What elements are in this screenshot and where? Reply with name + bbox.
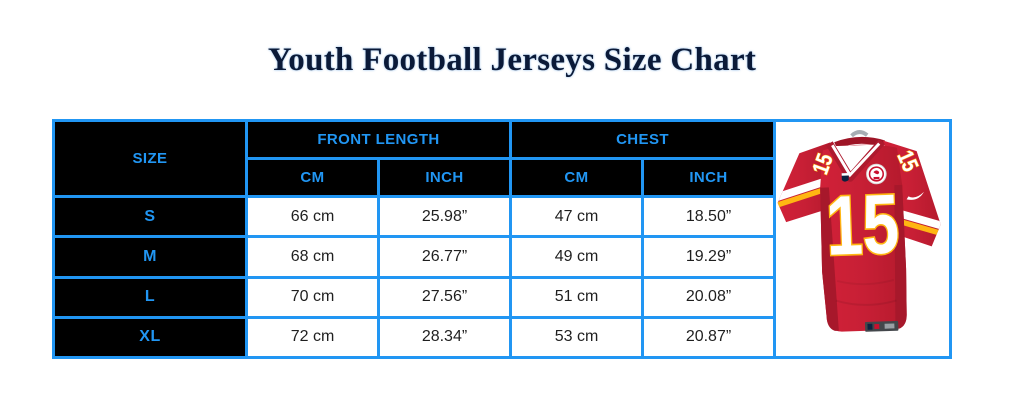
front-length-cm-value: 72 cm xyxy=(245,315,380,360)
jersey-chest-number: 15 xyxy=(824,177,900,273)
page-title: Youth Football Jerseys Size Chart xyxy=(267,42,757,78)
header-front-cm: CM xyxy=(245,157,380,199)
size-label: S xyxy=(52,195,248,239)
header-chest-cm: CM xyxy=(509,157,644,199)
chest-inch-value: 18.50” xyxy=(641,195,776,239)
chest-cm-value: 51 cm xyxy=(509,275,644,319)
back-collar xyxy=(833,136,885,149)
side-panel-left xyxy=(819,187,839,331)
chest-cm-value: 49 cm xyxy=(509,235,644,279)
header-front-inch: INCH xyxy=(377,157,512,199)
front-length-inch-value: 27.56” xyxy=(377,275,512,319)
table-row-xl: XL 72 cm 28.34” 53 cm 20.87” xyxy=(52,315,951,360)
size-label: XL xyxy=(52,315,248,360)
front-length-cm-value: 70 cm xyxy=(245,275,380,319)
nike-swoosh-icon xyxy=(906,191,924,200)
jersey-torso xyxy=(819,144,907,332)
table-header-row-units: CM INCH CM INCH xyxy=(54,157,951,199)
chest-cm-value: 53 cm xyxy=(509,315,644,360)
jersey-image-cell: 15 15 15 xyxy=(773,119,952,359)
nfl-shield-icon xyxy=(841,173,849,182)
front-length-inch-value: 28.34” xyxy=(377,315,512,360)
header-size: SIZE xyxy=(52,118,248,199)
front-length-cm-value: 68 cm xyxy=(245,235,380,279)
table-row-l: L 70 cm 27.56” 51 cm 20.08” xyxy=(52,275,951,319)
side-panel-right xyxy=(893,184,907,329)
size-label: M xyxy=(52,235,248,279)
chest-cm-value: 47 cm xyxy=(509,195,644,239)
size-label: L xyxy=(52,275,248,319)
header-chest-inch: INCH xyxy=(641,157,776,199)
chest-inch-value: 20.08” xyxy=(641,275,776,319)
jersey-image: 15 15 15 xyxy=(776,130,941,332)
chest-inch-value: 20.87” xyxy=(641,315,776,360)
size-chart-table: SIZE FRONT LENGTH CHEST xyxy=(52,118,952,360)
hanger-loop xyxy=(849,130,868,138)
table-row-m: M 68 cm 26.77” 49 cm 19.29” xyxy=(52,235,951,279)
team-patch-icon xyxy=(865,163,887,185)
front-length-cm-value: 66 cm xyxy=(245,195,380,239)
table-row-s: S 66 cm 25.98” 47 cm 18.50” xyxy=(52,195,951,239)
fabric-wrinkle xyxy=(836,279,894,286)
front-length-inch-value: 26.77” xyxy=(377,235,512,279)
collar-piping xyxy=(830,142,880,178)
jock-tag xyxy=(864,320,898,332)
chest-inch-value: 19.29” xyxy=(641,235,776,279)
fabric-wrinkle xyxy=(835,299,897,306)
header-front-length: FRONT LENGTH xyxy=(245,118,512,161)
front-length-inch-value: 25.98” xyxy=(377,195,512,239)
table-header-row-groups: SIZE FRONT LENGTH CHEST xyxy=(52,118,952,359)
header-chest: CHEST xyxy=(509,118,776,161)
